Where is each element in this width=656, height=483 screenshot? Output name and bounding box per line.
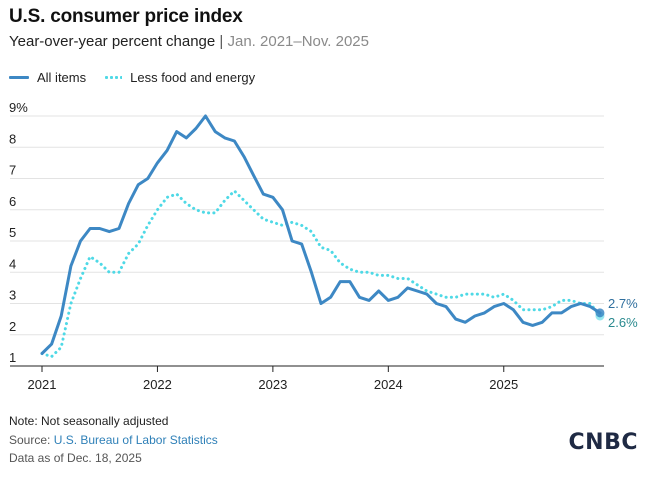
series-line-core <box>40 189 602 359</box>
series-line-all-items <box>40 114 602 355</box>
legend-label-all-items: All items <box>37 70 87 85</box>
y-tick-label: 4 <box>9 256 16 271</box>
y-tick-label: 1 <box>9 350 16 365</box>
x-tick-label: 2024 <box>374 377 403 392</box>
x-tick-label: 2023 <box>258 377 287 392</box>
subtitle-separator: | <box>215 33 228 50</box>
data-as-of: Data as of Dec. 18, 2025 <box>9 451 142 465</box>
source-line: Source: U.S. Bureau of Labor Statistics <box>9 433 218 447</box>
legend-swatch-solid <box>9 76 29 79</box>
subtitle-main: Year-over-year percent change <box>9 33 216 50</box>
y-tick-label: 7 <box>9 163 16 178</box>
end-label-core: 2.6% <box>608 315 638 330</box>
y-tick-label: 5 <box>9 225 16 240</box>
x-tick-label: 2025 <box>489 377 518 392</box>
x-tick-label: 2021 <box>28 377 57 392</box>
end-label-layer: 2.7% 2.6% <box>608 296 638 330</box>
source-label: Source: <box>9 433 54 447</box>
chart-title: U.S. consumer price index <box>9 6 243 27</box>
legend-item-core: Less food and energy <box>104 70 255 85</box>
x-tick-label: 2022 <box>143 377 172 392</box>
footnote: Note: Not seasonally adjusted <box>9 414 169 428</box>
x-axis: 2021 2022 2023 2024 2025 <box>10 365 604 392</box>
legend-label-core: Less food and energy <box>130 70 256 85</box>
legend-item-all-items: All items <box>9 70 86 85</box>
cpi-line-chart: 1 2 3 4 5 6 7 8 9% 2021 2022 2023 2024 2025 2.7% 2.6% <box>9 100 638 392</box>
y-tick-label: 8 <box>9 131 16 146</box>
cnbc-logo: CNBC <box>568 430 638 455</box>
chart-legend: All items Less food and energy <box>9 70 273 85</box>
legend-swatch-dotted <box>104 76 123 79</box>
series-layer <box>40 114 605 359</box>
subtitle-range: Jan. 2021–Nov. 2025 <box>227 33 369 50</box>
source-link[interactable]: U.S. Bureau of Labor Statistics <box>53 433 218 447</box>
end-point-all-items <box>595 308 605 318</box>
grid-layer <box>10 115 604 367</box>
y-tick-label: 9% <box>9 100 28 115</box>
y-axis: 1 2 3 4 5 6 7 8 9% <box>9 100 28 365</box>
y-tick-label: 2 <box>9 319 16 334</box>
chart-subtitle: Year-over-year percent change | Jan. 202… <box>9 33 369 50</box>
end-label-all-items: 2.7% <box>608 296 638 311</box>
y-tick-label: 3 <box>9 288 16 303</box>
y-tick-label: 6 <box>9 194 16 209</box>
